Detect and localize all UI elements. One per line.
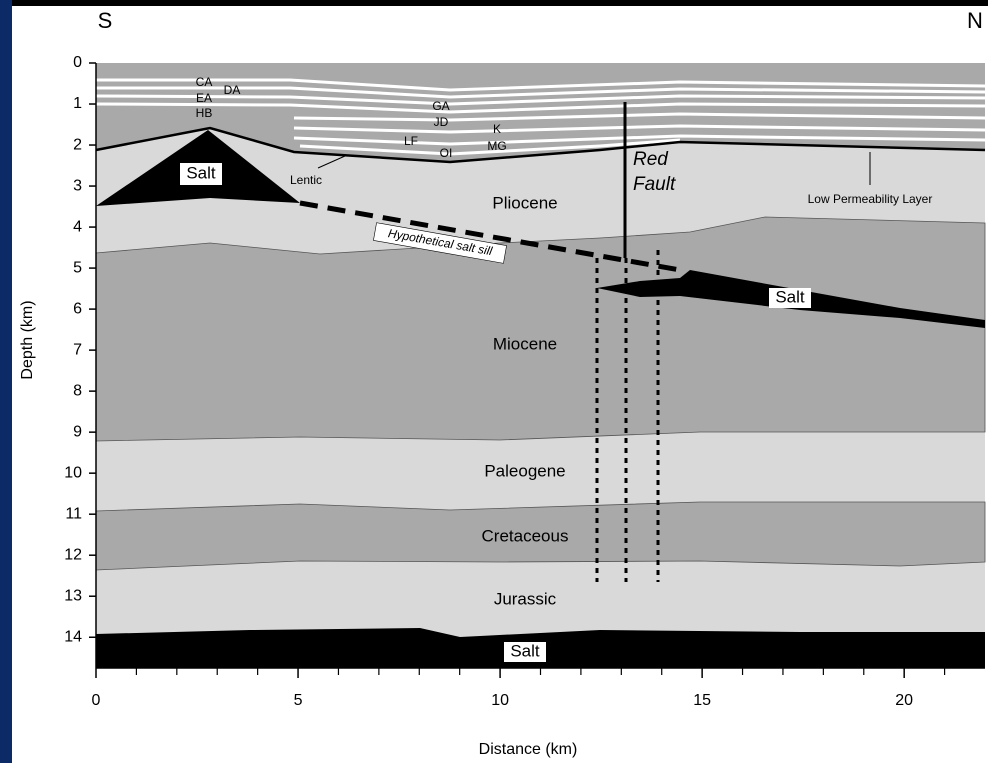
y-tick-label: 13 <box>64 587 82 604</box>
y-tick-label: 10 <box>64 464 82 481</box>
x-axis-label: Distance (km) <box>479 741 578 758</box>
y-tick-label: 6 <box>73 300 82 317</box>
layer-note: Low Permeability Layer <box>808 192 933 206</box>
x-tick-label: 0 <box>92 692 101 709</box>
x-tick-label: 10 <box>491 692 509 709</box>
strata-label: EA <box>196 91 212 105</box>
y-tick-label: 9 <box>73 423 82 440</box>
salt-label: Salt <box>186 163 216 182</box>
y-tick-label: 1 <box>73 95 82 112</box>
strata-label: HB <box>196 106 213 120</box>
x-tick-label: 5 <box>294 692 303 709</box>
strata-label: OI <box>440 146 453 160</box>
x-tick-label: 20 <box>895 692 913 709</box>
strata-label: JD <box>434 115 449 129</box>
layer-label: Pliocene <box>492 193 557 212</box>
strata-label: LF <box>404 134 418 148</box>
fault-label: Red <box>633 149 669 170</box>
x-tick-label: 15 <box>693 692 711 709</box>
y-tick-label: 5 <box>73 259 82 276</box>
strata-label: K <box>493 122 501 136</box>
salt-label: Salt <box>510 641 540 660</box>
layer-label: Cretaceous <box>482 526 569 545</box>
figure: CA DA EA HB GA JD K LF OI MG Salt Lentic… <box>0 0 988 763</box>
y-tick-label: 8 <box>73 382 82 399</box>
direction-label: S <box>98 8 113 33</box>
salt-label: Salt <box>775 287 805 306</box>
y-tick-label: 14 <box>64 628 82 645</box>
y-tick-label: 7 <box>73 341 82 358</box>
y-tick-label: 12 <box>64 546 82 563</box>
y-tick-label: 11 <box>65 505 82 522</box>
miocene-layer <box>96 217 985 441</box>
y-tick-label: 4 <box>73 218 82 235</box>
fault-label: Fault <box>633 174 676 195</box>
strata-label: DA <box>224 83 241 97</box>
direction-label: N <box>967 8 983 33</box>
strata-label: GA <box>432 99 449 113</box>
y-axis-label: Depth (km) <box>19 300 36 379</box>
top-strip <box>12 0 988 6</box>
y-tick-label: 3 <box>73 177 82 194</box>
y-tick-label: 0 <box>73 54 82 71</box>
strata-label: CA <box>196 75 213 89</box>
layer-label: Jurassic <box>494 589 557 608</box>
layers <box>96 63 985 668</box>
y-tick-label: 2 <box>73 136 82 153</box>
layer-label: Miocene <box>493 334 557 353</box>
strata-label: MG <box>487 139 506 153</box>
lentic-label: Lentic <box>290 173 322 187</box>
layer-label: Paleogene <box>484 461 565 480</box>
